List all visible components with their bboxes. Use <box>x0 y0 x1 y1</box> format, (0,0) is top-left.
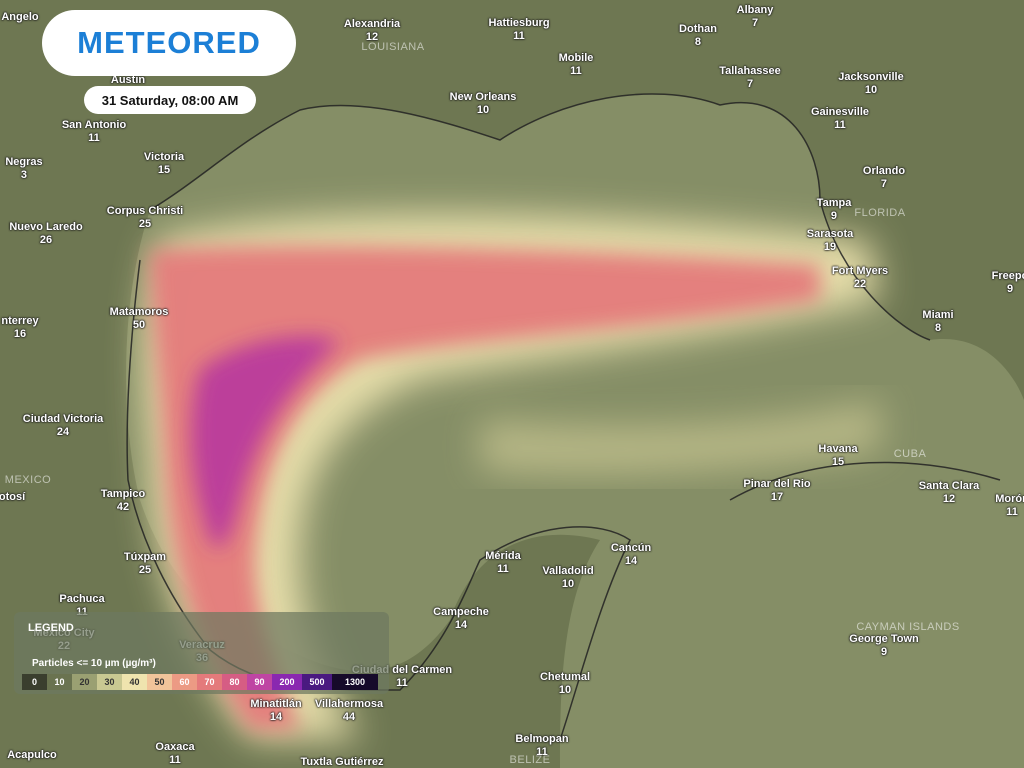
region-label: CUBA <box>893 448 927 460</box>
plume-haze <box>480 400 880 474</box>
region-label: LOUISIANA <box>361 41 425 53</box>
legend-step: 70 <box>197 674 222 690</box>
plume-peak <box>191 336 340 548</box>
legend-step: 0 <box>22 674 47 690</box>
legend-step: 500 <box>302 674 332 690</box>
plume-high <box>150 245 820 731</box>
legend-step: 10 <box>47 674 72 690</box>
legend-step: 20 <box>72 674 97 690</box>
legend-subtitle: Particles <= 10 µm (µg/m³) <box>32 658 156 669</box>
legend-step: 30 <box>97 674 122 690</box>
legend-step: 50 <box>147 674 172 690</box>
legend-step: 200 <box>272 674 302 690</box>
legend-step: 60 <box>172 674 197 690</box>
region-label: MEXICO <box>4 474 52 486</box>
legend-step: 80 <box>222 674 247 690</box>
legend: LEGEND Particles <= 10 µm (µg/m³) 0 10 20 3… <box>14 612 389 694</box>
legend-step: 90 <box>247 674 272 690</box>
legend-step: 1300 <box>332 674 378 690</box>
legend-scale: 0 10 20 30 40 50 60 70 80 90 200 500 1300 <box>22 674 378 690</box>
timestamp[interactable]: 31 Saturday, 08:00 AM <box>84 86 256 114</box>
region-label: CAYMAN ISLANDS <box>856 621 960 633</box>
legend-title: LEGEND <box>28 622 74 634</box>
logo[interactable]: METEORED <box>42 10 296 76</box>
legend-step: 40 <box>122 674 147 690</box>
coastline <box>126 93 1001 741</box>
region-label: FLORIDA <box>854 207 906 219</box>
region-label: BELIZE <box>509 754 551 766</box>
